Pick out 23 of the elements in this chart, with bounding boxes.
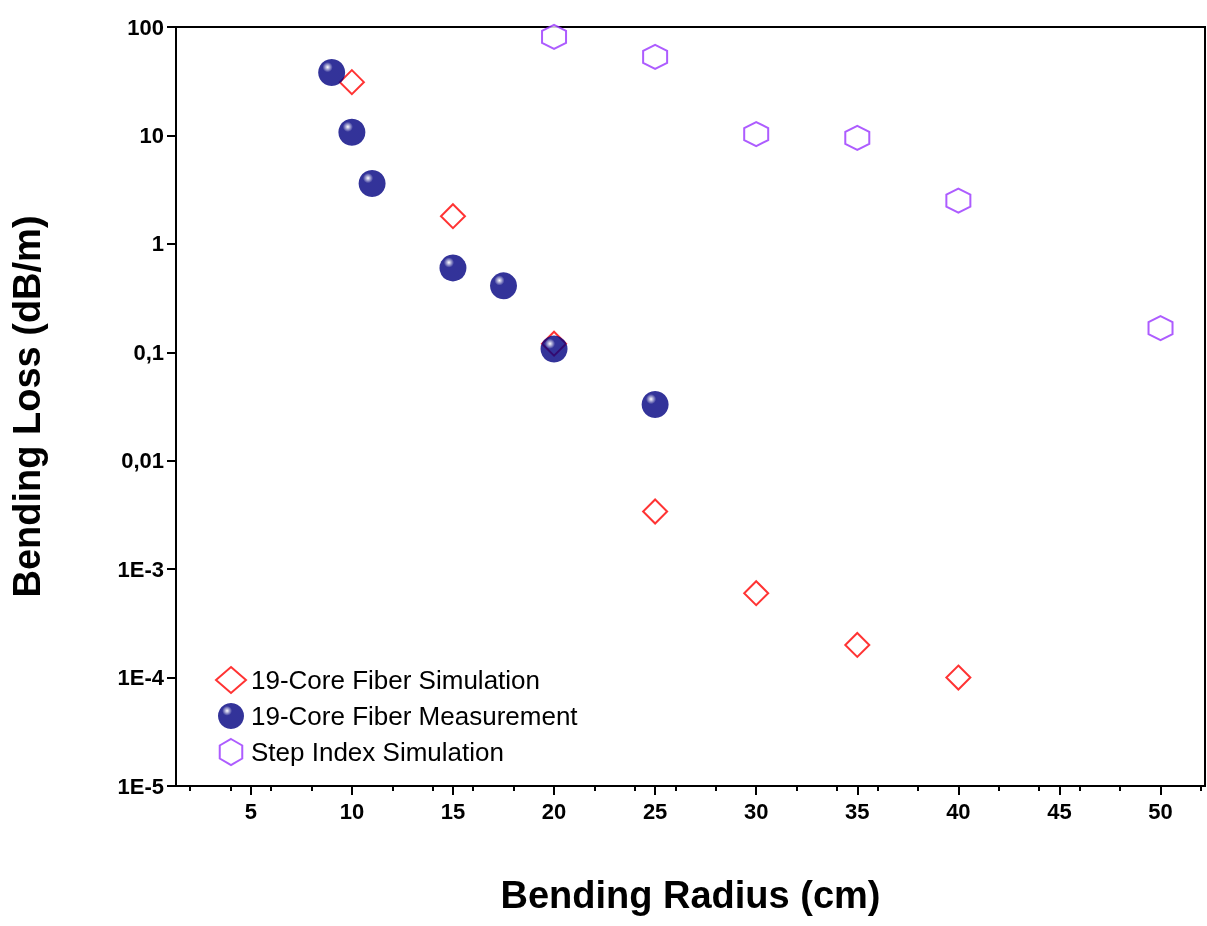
legend-label: 19-Core Fiber Measurement [251,701,579,731]
x-tick-label: 50 [1148,798,1173,824]
y-axis-title: Bending Loss (dB/m) [6,215,48,598]
x-axis-title: Bending Radius (cm) [500,874,881,916]
y-tick-label: 1E-3 [117,556,164,582]
x-tick-label: 40 [946,798,971,824]
legend-label: 19-Core Fiber Simulation [251,665,541,695]
y-tick-label: 0,01 [121,448,164,474]
x-tick-label: 5 [244,798,257,824]
x-tick-label: 10 [339,798,365,824]
y-tick-label: 10 [139,122,164,148]
x-tick-label: 25 [642,798,668,824]
x-tick-label: 35 [845,798,870,824]
y-tick-label: 100 [127,14,164,40]
x-tick-label: 45 [1047,798,1072,824]
x-tick-label: 30 [743,798,769,824]
y-tick-label: 1E-4 [117,665,165,691]
x-tick-label: 15 [440,798,466,824]
y-tick-label: 0,1 [133,339,164,365]
y-tick-label: 1E-5 [117,773,164,799]
x-tick-label: 20 [541,798,567,824]
legend-label: Step Index Simulation [251,737,504,767]
y-tick-label: 1 [151,231,164,257]
